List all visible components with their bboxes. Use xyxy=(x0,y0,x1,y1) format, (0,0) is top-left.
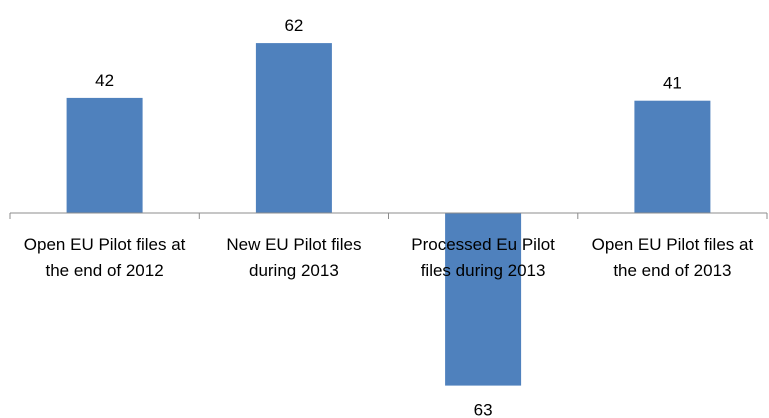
category-label-4: Open EU Pilot files at the end of 2013 xyxy=(592,235,754,280)
value-label-4: 41 xyxy=(663,74,682,93)
bar-2 xyxy=(255,43,332,213)
value-label-2: 62 xyxy=(284,16,303,35)
bar-1 xyxy=(66,97,143,213)
category-label-1: Open EU Pilot files at the end of 2012 xyxy=(24,235,186,280)
category-label-3: Processed Eu Pilot files during 2013 xyxy=(411,235,555,280)
value-label-3: 63 xyxy=(474,401,493,418)
value-label-1: 42 xyxy=(95,71,114,90)
bar-3 xyxy=(445,213,522,386)
category-label-2: New EU Pilot files during 2013 xyxy=(226,235,361,280)
bar-4 xyxy=(634,100,711,213)
